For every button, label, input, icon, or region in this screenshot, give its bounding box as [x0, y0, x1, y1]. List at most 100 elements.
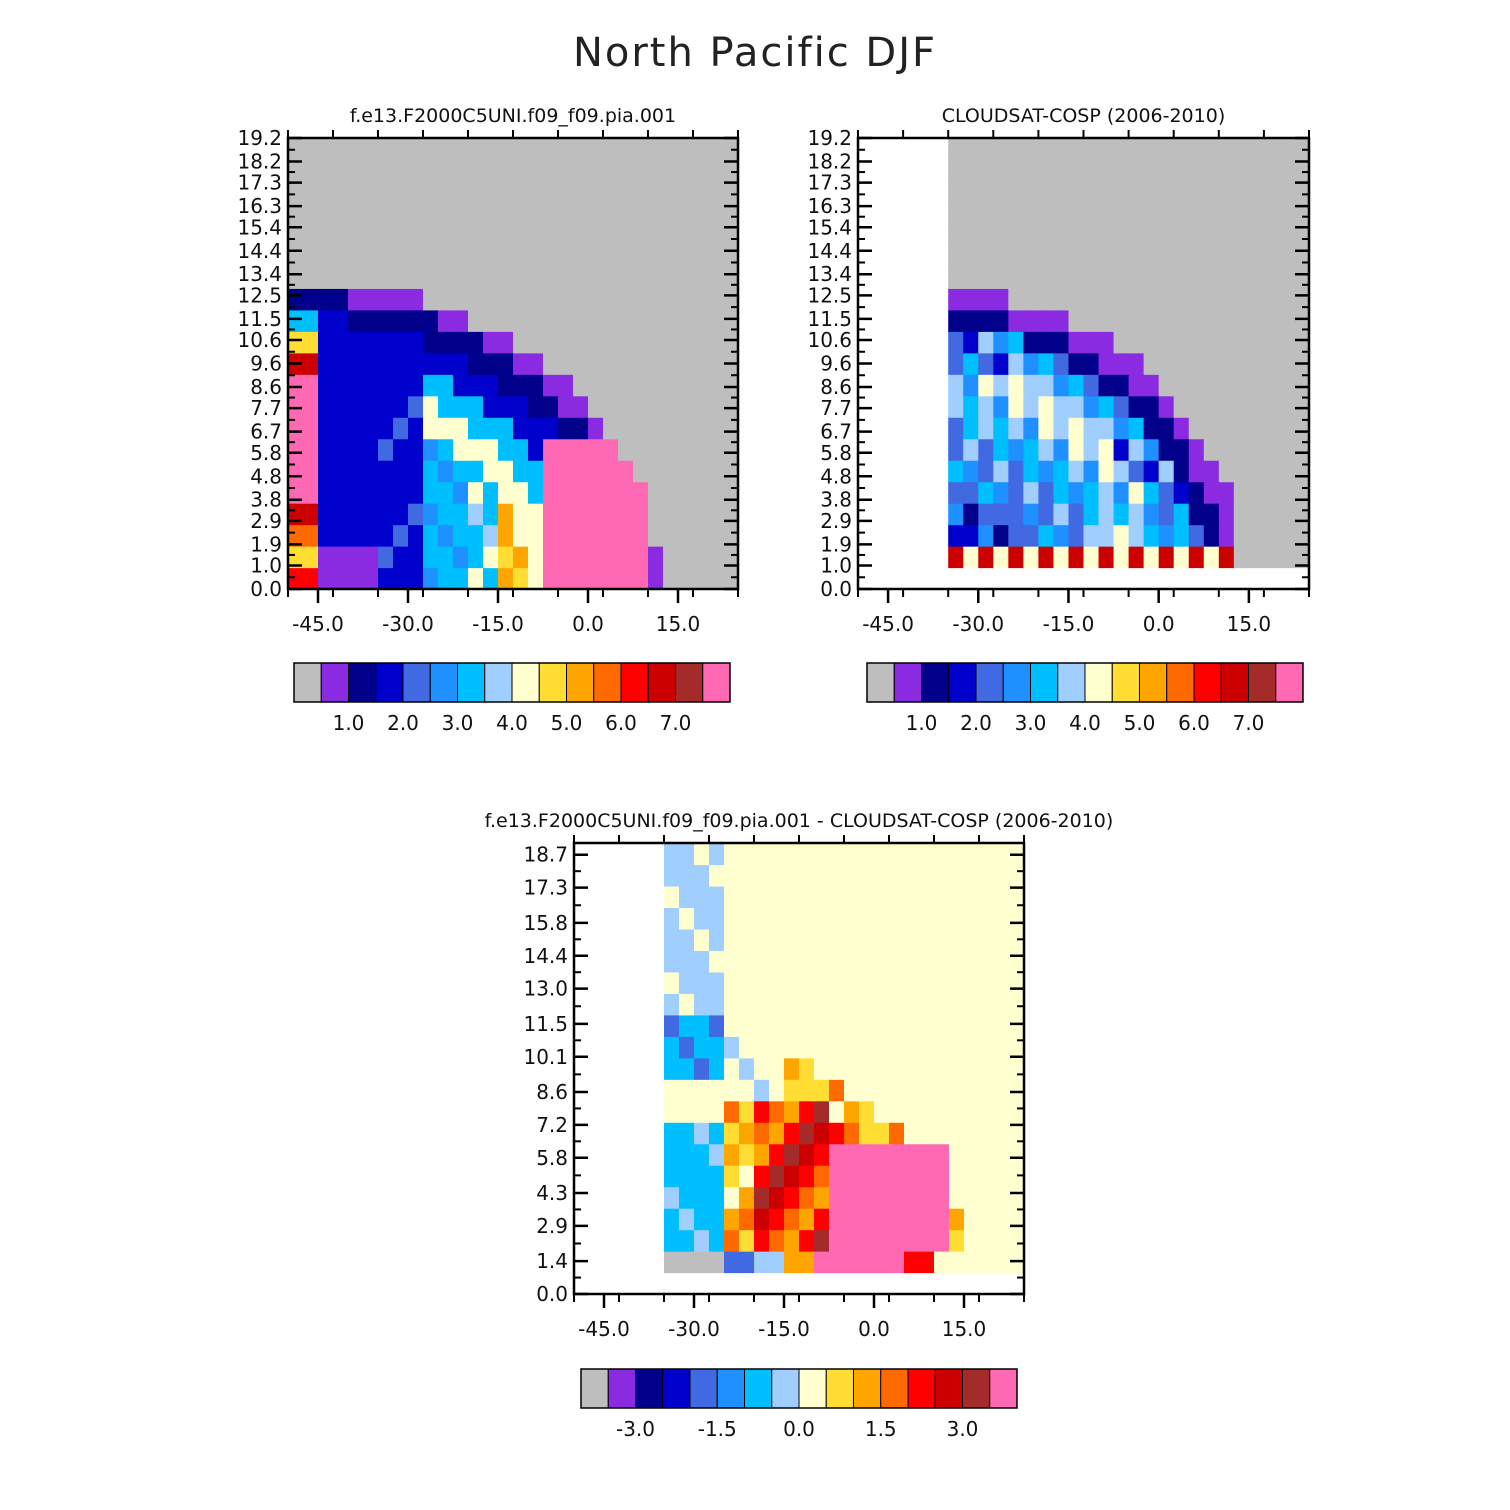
heatmap-cell	[483, 374, 499, 397]
heatmap-cell	[333, 180, 349, 204]
heatmap-cell	[303, 481, 319, 504]
heatmap-cell	[1173, 503, 1190, 526]
heatmap-cell	[1008, 245, 1024, 268]
heatmap-cell	[1113, 524, 1130, 547]
heatmap-cell	[1098, 138, 1115, 161]
heatmap-cell	[874, 1122, 890, 1145]
heatmap-cell	[603, 524, 619, 547]
heatmap-cell	[393, 180, 409, 204]
heatmap-cell	[558, 309, 574, 332]
heatmap-cell	[769, 1036, 785, 1059]
heatmap-cell	[438, 223, 454, 246]
heatmap-cell	[378, 159, 394, 182]
heatmap-cell	[799, 1014, 815, 1037]
heatmap-cell	[363, 481, 379, 504]
heatmap-cell	[934, 1036, 950, 1059]
heatmap-cell	[1158, 180, 1175, 204]
heatmap-cell	[948, 223, 964, 246]
heatmap-cell	[979, 993, 995, 1016]
heatmap-cell	[543, 180, 559, 204]
heatmap-cell	[513, 374, 529, 397]
heatmap-cell	[1218, 352, 1235, 375]
heatmap-cell	[573, 374, 589, 397]
heatmap-cell	[1009, 1143, 1025, 1166]
heatmap-cell	[393, 288, 409, 311]
heatmap-cell	[1008, 546, 1024, 569]
heatmap-cell	[333, 503, 349, 526]
heatmap-cell	[1233, 202, 1250, 225]
heatmap-cell	[423, 524, 439, 547]
heatmap-cell	[664, 864, 680, 887]
heatmap-cell	[378, 503, 394, 526]
heatmap-cell	[979, 1100, 995, 1123]
heatmap-cell	[679, 971, 695, 994]
heatmap-cell	[378, 352, 394, 375]
heatmap-cell	[318, 180, 334, 204]
heatmap-cell	[874, 1100, 890, 1123]
heatmap-cell	[1143, 395, 1160, 418]
heatmap-cell	[1188, 395, 1205, 418]
heatmap-cell	[1278, 524, 1295, 547]
heatmap-cell	[979, 1036, 995, 1059]
heatmap-cell	[1128, 331, 1145, 354]
heatmap-cell	[528, 202, 544, 225]
heatmap-cell	[1083, 395, 1100, 418]
heatmap-cell	[1009, 1186, 1025, 1209]
heatmap-cell	[1233, 138, 1250, 161]
heatmap-cell	[693, 202, 709, 225]
heatmap-cell	[664, 950, 680, 973]
heatmap-cell	[754, 1229, 770, 1252]
heatmap-cell	[438, 567, 454, 590]
heatmap-cell	[904, 1036, 920, 1059]
heatmap-cell	[558, 460, 574, 483]
heatmap-cell	[468, 288, 484, 311]
heatmap-cell	[993, 460, 1009, 483]
heatmap-cell	[949, 993, 965, 1016]
heatmap-cell	[1203, 481, 1220, 504]
heatmap-cell	[1068, 245, 1085, 268]
heatmap-cell	[679, 993, 695, 1016]
heatmap-cell	[1023, 352, 1039, 375]
heatmap-cell	[1068, 417, 1085, 440]
heatmap-cell	[859, 1143, 875, 1166]
heatmap-cell	[679, 1014, 695, 1037]
heatmap-cell	[588, 245, 604, 268]
colorbar-swatch	[635, 1368, 664, 1409]
heatmap-cell	[1038, 223, 1055, 246]
heatmap-cell	[573, 417, 589, 440]
heatmap-cell	[288, 438, 304, 461]
heatmap-cell	[948, 309, 964, 332]
heatmap-cell	[1083, 223, 1100, 246]
heatmap-cell	[1233, 309, 1250, 332]
heatmap-cell	[303, 567, 319, 590]
panel-title: f.e13.F2000C5UNI.f09_f09.pia.001 - CLOUD…	[485, 810, 1114, 832]
heatmap-cell	[994, 1100, 1010, 1123]
heatmap-cell	[919, 971, 935, 994]
y-tick-label: 2.9	[250, 509, 282, 533]
heatmap-cell	[1188, 481, 1205, 504]
heatmap-cell	[423, 546, 439, 569]
heatmap-cell	[1293, 438, 1310, 461]
heatmap-cell	[1263, 223, 1280, 246]
y-tick-label: 12.5	[237, 283, 282, 307]
heatmap-cell	[708, 481, 724, 504]
heatmap-cell	[528, 417, 544, 440]
heatmap-cell	[333, 481, 349, 504]
heatmap-cell	[723, 374, 739, 397]
heatmap-cell	[948, 460, 964, 483]
heatmap-cell	[1173, 159, 1190, 182]
heatmap-cell	[663, 438, 679, 461]
heatmap-cell	[664, 1057, 680, 1080]
heatmap-cell	[528, 524, 544, 547]
heatmap-cell	[709, 1208, 725, 1231]
heatmap-cell	[964, 864, 980, 887]
colorbar-label: 5.0	[551, 711, 583, 735]
heatmap-cell	[708, 331, 724, 354]
heatmap-cell	[423, 460, 439, 483]
heatmap-cell	[799, 864, 815, 887]
heatmap-cell	[678, 159, 694, 182]
heatmap-cell	[513, 503, 529, 526]
heatmap-cell	[994, 1079, 1010, 1102]
heatmap-cell	[363, 180, 379, 204]
heatmap-cell	[904, 950, 920, 973]
